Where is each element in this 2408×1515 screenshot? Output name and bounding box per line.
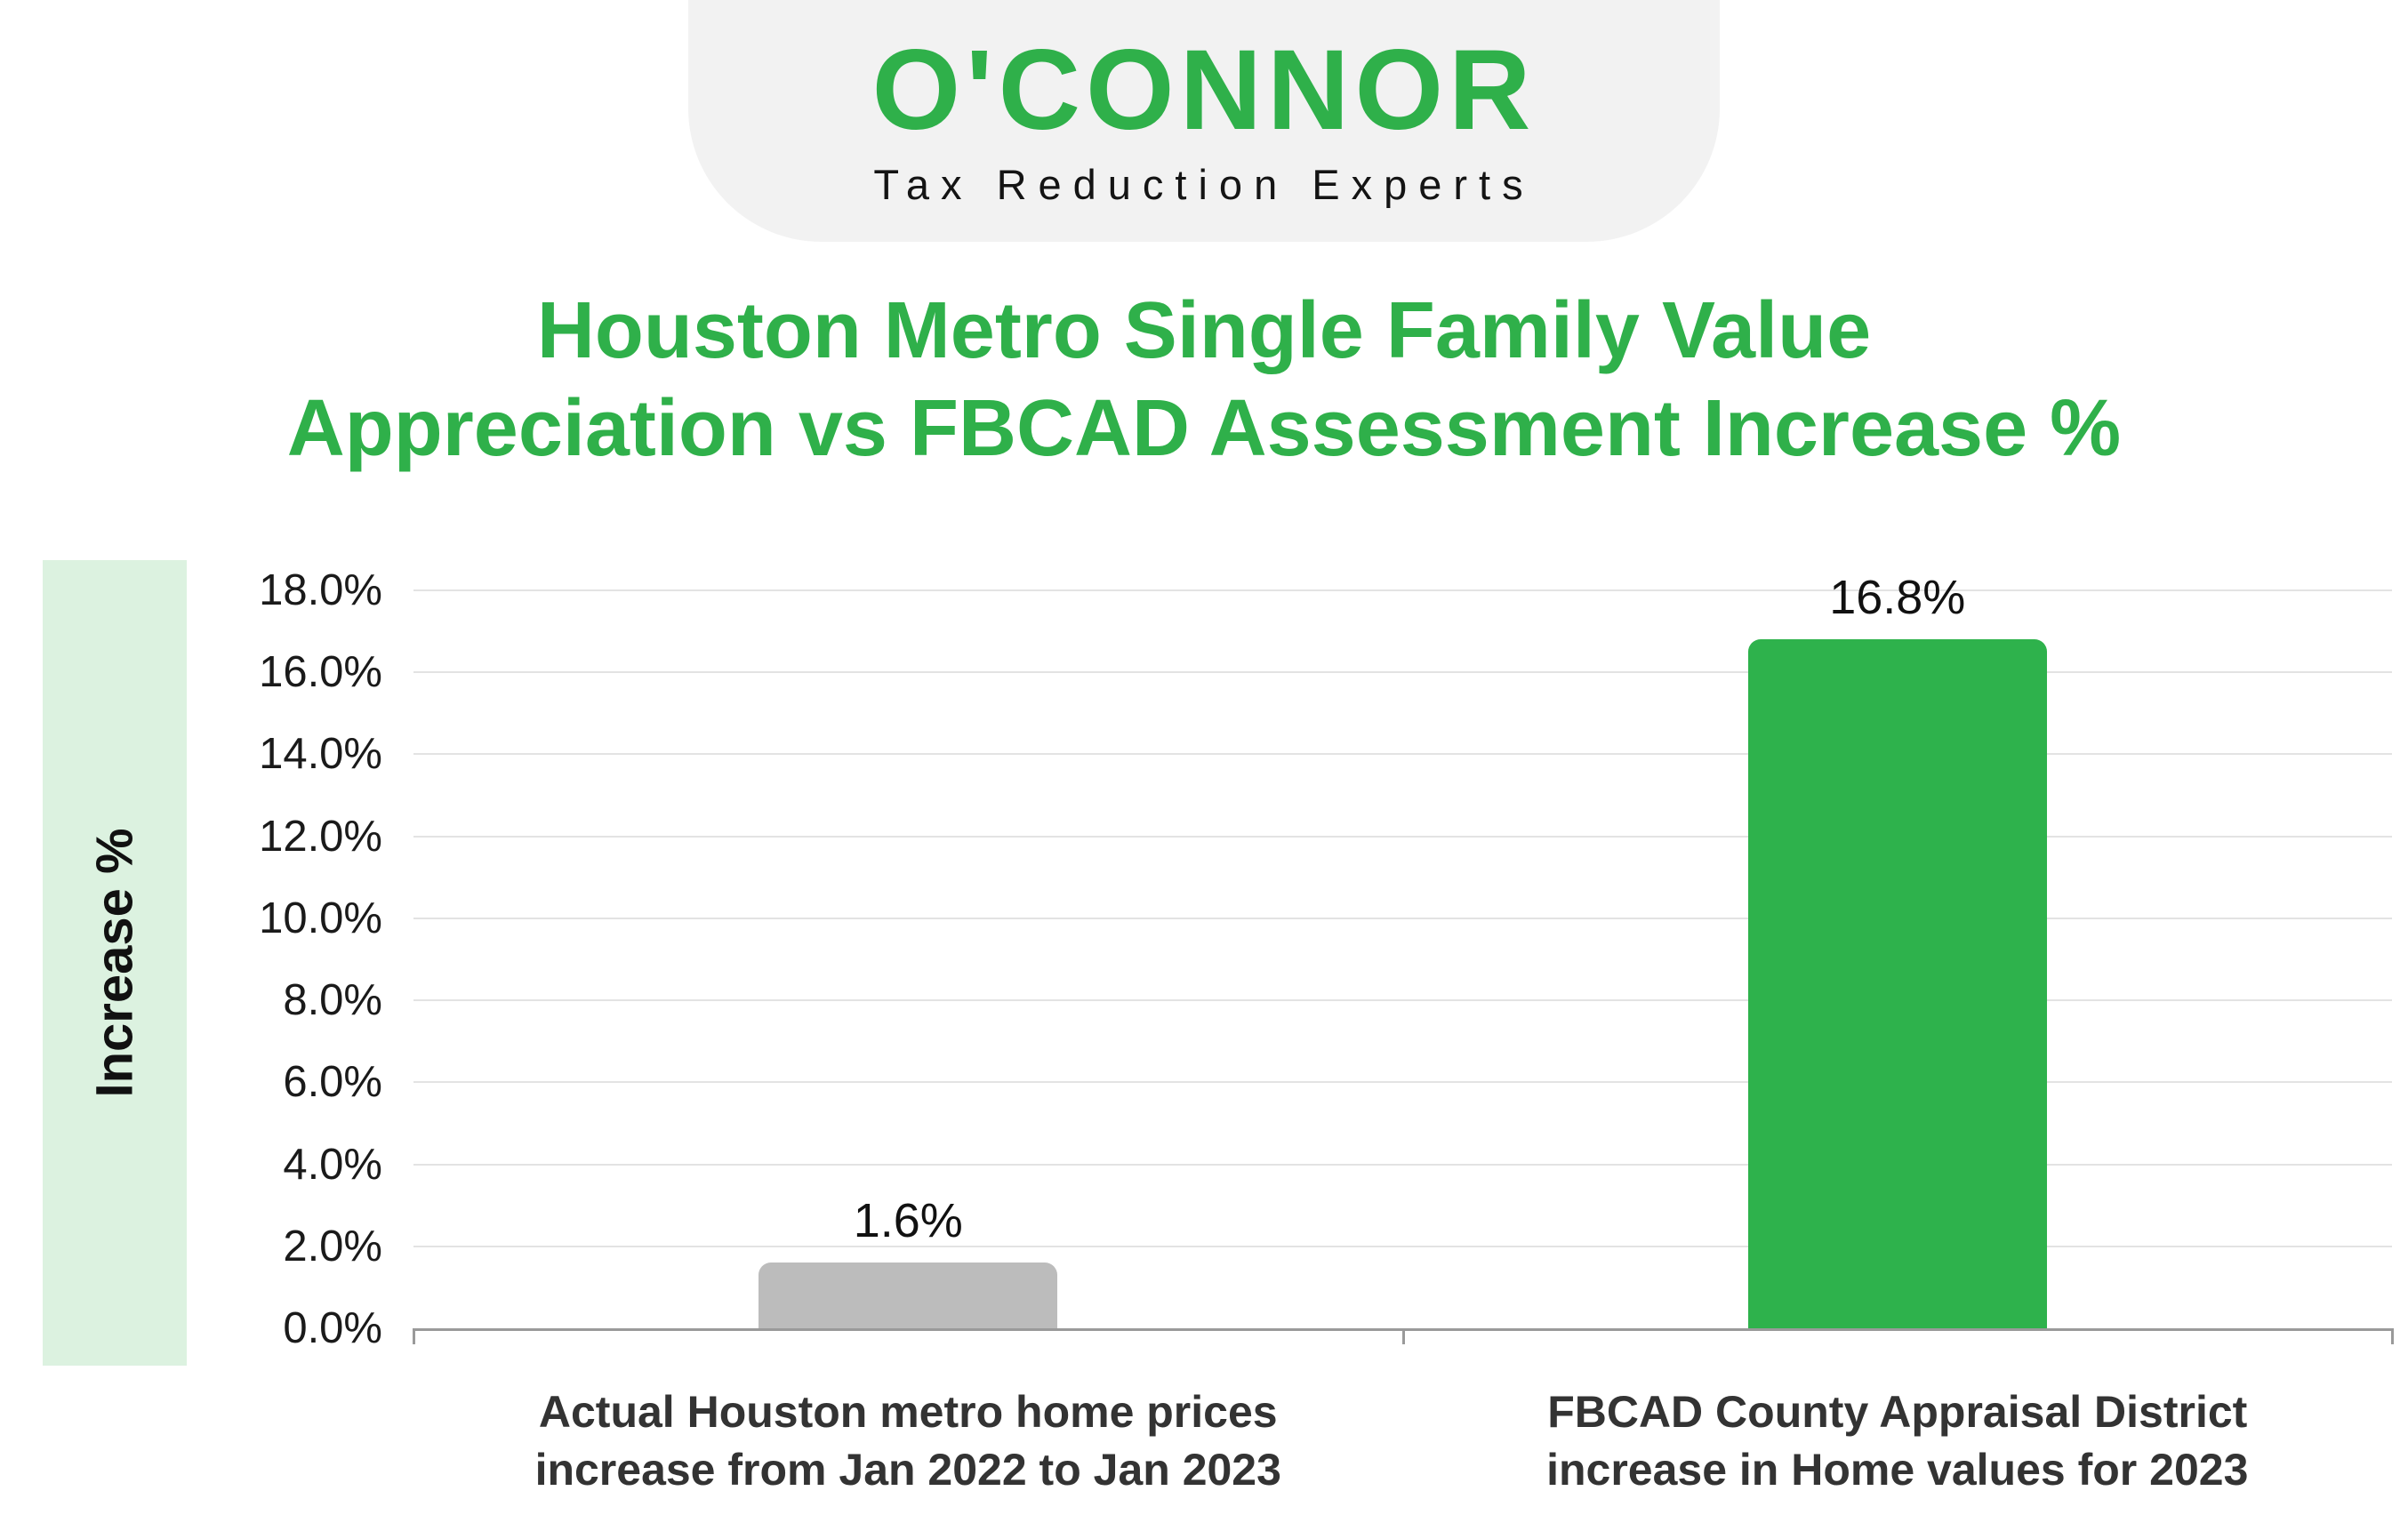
y-tick-label: 16.0% (259, 648, 382, 697)
category-label-line2: increase from Jan 2022 to Jan 2023 (534, 1445, 1281, 1495)
bar-value-label: 16.8% (1829, 571, 1966, 625)
category-label-line2: increase in Home values for 2023 (1546, 1445, 2249, 1495)
y-axis-band: Increase % (43, 560, 187, 1366)
gridline (413, 589, 2392, 591)
x-axis-tick (1401, 1328, 1405, 1344)
y-tick-label: 12.0% (259, 812, 382, 861)
chart-title-line2: Appreciation vs FBCAD Assessment Increas… (286, 383, 2122, 473)
plot-area: 1.6% 16.8% (413, 571, 2394, 1344)
gridline (413, 999, 2392, 1002)
bar-fbcad-increase (1747, 639, 2047, 1328)
y-tick-label: 10.0% (259, 894, 382, 942)
gridline (413, 753, 2392, 756)
gridline (413, 1245, 2392, 1247)
y-tick-label: 8.0% (283, 976, 382, 1025)
logo: O'CONNOR Tax Reduction Experts (688, 27, 1720, 208)
category-label-line1: FBCAD County Appraisal District (1547, 1387, 2248, 1437)
x-axis-tick (413, 1328, 415, 1344)
x-category-labels: Actual Houston metro home prices increase… (413, 1383, 2392, 1508)
x-axis-tick (2391, 1328, 2394, 1344)
chart-title-line1: Houston Metro Single Family Value (536, 286, 1872, 375)
chart-title: Houston Metro Single Family Value Apprec… (0, 283, 2408, 478)
y-tick-labels: 0.0% 2.0% 4.0% 6.0% 8.0% 10.0% 12.0% 14.0% 16.0%… (0, 566, 389, 1352)
gridline (413, 917, 2392, 919)
y-tick-label: 4.0% (283, 1140, 382, 1189)
bar-actual-increase (759, 1262, 1058, 1328)
y-tick-label: 2.0% (283, 1222, 382, 1271)
logo-tagline: Tax Reduction Experts (873, 161, 1535, 208)
gridline (413, 671, 2392, 674)
gridline (413, 1163, 2392, 1166)
logo-wordmark: O'CONNOR (871, 27, 1537, 154)
y-tick-label: 0.0% (283, 1304, 382, 1352)
gridline (413, 1081, 2392, 1084)
y-tick-label: 18.0% (259, 566, 382, 614)
gridline (413, 835, 2392, 838)
bar-value-label: 1.6% (853, 1194, 963, 1248)
y-tick-label: 6.0% (283, 1058, 382, 1107)
category-label: Actual Houston metro home prices increase… (441, 1383, 1375, 1499)
category-label-line1: Actual Houston metro home prices (538, 1387, 1278, 1437)
header-blob: O'CONNOR Tax Reduction Experts (688, 0, 1720, 242)
category-label: FBCAD County Appraisal District increase … (1431, 1383, 2364, 1499)
y-tick-label: 14.0% (259, 730, 382, 779)
